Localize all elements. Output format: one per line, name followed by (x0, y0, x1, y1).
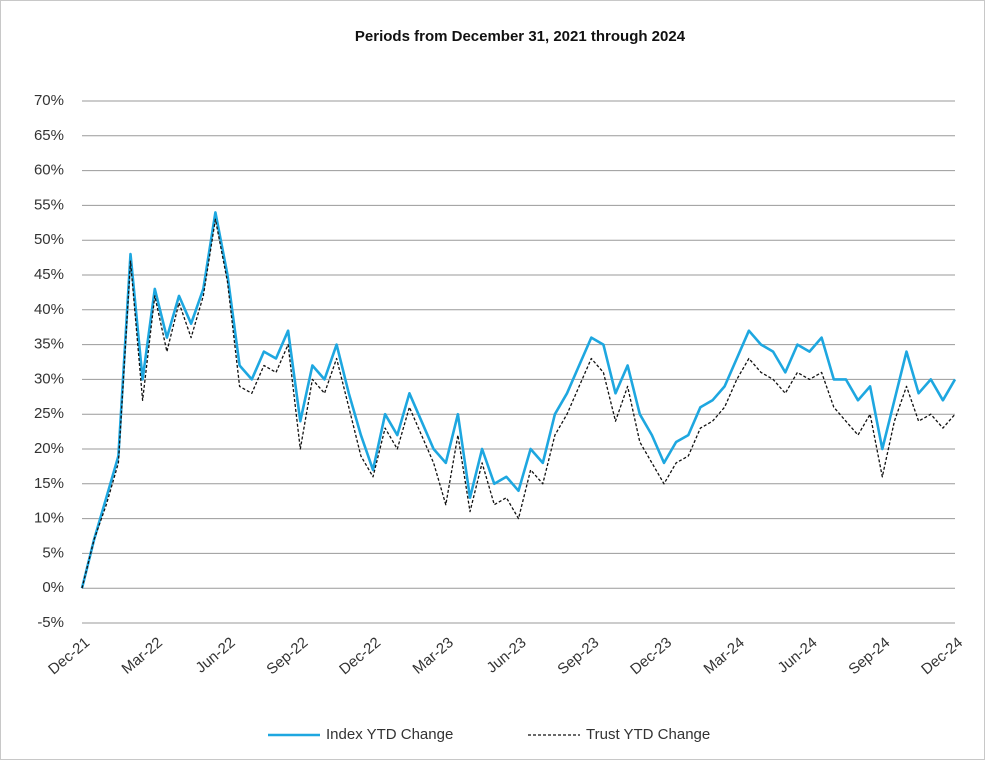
series-line (81, 218, 956, 589)
y-tick-label: 45% (34, 266, 64, 283)
y-tick-label: -5% (37, 614, 64, 631)
y-tick-label: 50% (34, 231, 64, 248)
y-tick-label: 35% (34, 336, 64, 353)
chart-title: Periods from December 31, 2021 through 2… (355, 28, 686, 45)
y-tick-label: 65% (34, 127, 64, 144)
y-tick-label: 60% (34, 162, 64, 179)
y-tick-label: 0% (42, 579, 64, 596)
y-tick-label: 25% (34, 405, 64, 422)
y-tick-label: 40% (34, 301, 64, 318)
y-tick-label: 5% (42, 544, 64, 561)
y-tick-label: 55% (34, 196, 64, 213)
legend-label: Trust YTD Change (586, 726, 710, 743)
y-tick-label: 30% (34, 370, 64, 387)
y-tick-label: 20% (34, 440, 64, 457)
y-tick-label: 10% (34, 510, 64, 527)
series-line (80, 211, 957, 589)
legend-label: Index YTD Change (326, 726, 453, 743)
y-tick-label: 70% (34, 92, 64, 109)
y-tick-label: 15% (34, 475, 64, 492)
